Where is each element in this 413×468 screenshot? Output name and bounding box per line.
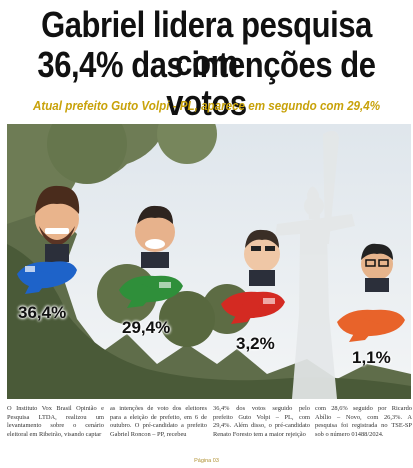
candidate-2-caricature: [135, 205, 175, 268]
headline-line-2: 36,4% das intenções de votos: [37, 44, 376, 123]
candidate-4-percent: 1,1%: [352, 348, 391, 367]
caricature-photo: [7, 124, 411, 399]
body-column-4: com 28,6% seguido por Ricardo Abílio – N…: [315, 405, 412, 438]
plane-2: [119, 275, 183, 308]
candidate-1-percent: 36,4%: [18, 303, 67, 322]
body-column-1: O Instituto Vox Brasil Opinião e Pesquis…: [7, 405, 104, 438]
plane-1: [17, 261, 77, 294]
candidate-3-caricature: [244, 229, 280, 286]
candidate-2-percent: 29,4%: [122, 318, 171, 337]
headline-line-1: Gabriel lidera pesquisa com: [41, 4, 372, 83]
plane-3: [221, 291, 285, 324]
candidate-4-caricature: [361, 243, 393, 292]
candidate-3-percent: 3,2%: [236, 334, 275, 353]
body-column-2: as intenções de voto dos eleitores para …: [110, 405, 207, 438]
page-number: Página 03: [194, 458, 219, 464]
body-column-3: 36,4% dos votos seguido pelo prefeito Gu…: [213, 405, 310, 438]
subtitle: Atual prefeito Guto Volpi - PL, aparece …: [32, 99, 381, 113]
plane-4: [337, 309, 405, 342]
candidate-1-caricature: [35, 185, 80, 262]
